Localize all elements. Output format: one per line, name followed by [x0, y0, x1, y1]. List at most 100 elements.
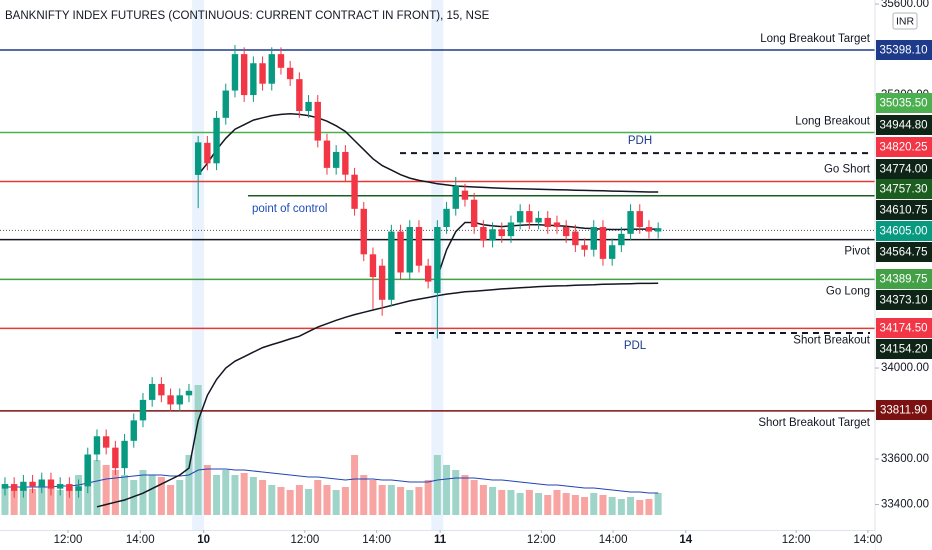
volume-bar — [562, 493, 570, 515]
price-box — [876, 200, 932, 220]
x-tick-label: 14:00 — [599, 534, 628, 546]
y-tick-label: 35600.00 — [881, 0, 929, 10]
volume-bar — [489, 487, 497, 515]
price-box-label: 34757.30 — [880, 184, 928, 196]
candle-body — [10, 484, 18, 491]
volume-bar — [535, 493, 543, 515]
volume-bar — [369, 480, 377, 515]
candle-body — [342, 151, 349, 175]
x-tick-label: 10 — [197, 534, 210, 546]
candle-body — [443, 208, 450, 228]
currency-box — [892, 12, 918, 30]
volume-bar — [240, 473, 248, 515]
volume-bar — [56, 490, 64, 515]
candle-body — [332, 151, 340, 168]
price-box — [876, 269, 932, 289]
price-box — [876, 159, 932, 179]
currency-label: INR — [896, 15, 915, 27]
volume-bar — [111, 470, 119, 515]
price-box — [876, 93, 932, 113]
candle-body — [185, 390, 193, 396]
volume-bar — [590, 493, 598, 515]
candle-body — [572, 231, 579, 246]
price-box-label: 34373.10 — [880, 295, 928, 307]
x-tick-label: 12:00 — [782, 534, 811, 546]
candle-body — [112, 447, 119, 469]
volume-bar — [415, 487, 423, 515]
volume-bar — [93, 460, 101, 515]
volume-bar — [38, 485, 46, 515]
volume-bar — [194, 385, 202, 515]
price-box — [876, 339, 932, 359]
volume-bar — [268, 485, 276, 515]
candle-body — [461, 190, 469, 200]
volume-bar — [102, 465, 110, 515]
x-tick-label: 12:00 — [527, 534, 556, 546]
level-label: Pivot — [844, 246, 870, 258]
volume-bar — [599, 495, 607, 515]
volume-bar — [167, 485, 175, 515]
y-tick-label: 34000.00 — [881, 362, 929, 374]
level-label: point of control — [252, 203, 327, 215]
volume-bar — [617, 499, 625, 515]
candle-body — [305, 101, 312, 112]
candle-body — [323, 140, 331, 168]
indicator-line — [96, 282, 659, 508]
candle-body — [397, 231, 404, 273]
volume-bar — [29, 489, 37, 515]
candle-body — [627, 211, 634, 234]
volume-bar — [323, 485, 331, 515]
volume-bar — [19, 487, 27, 515]
price-box-label: 34774.00 — [880, 164, 928, 176]
volume-bar — [222, 470, 230, 515]
level-label: PDL — [624, 340, 647, 352]
candle-body — [102, 436, 110, 448]
volume-bar — [203, 465, 211, 515]
volume-bar — [645, 499, 653, 515]
volume-bar — [1, 485, 9, 515]
candle-body — [388, 231, 395, 300]
volume-bar — [553, 490, 561, 515]
price-box-label: 34564.75 — [880, 247, 928, 259]
x-tick-label: 11 — [434, 534, 447, 546]
volume-bar — [213, 475, 221, 515]
price-box-label: 34610.75 — [880, 205, 928, 217]
volume-bar — [406, 490, 414, 515]
candle-body — [47, 479, 55, 489]
price-box — [876, 318, 932, 338]
candle-body — [314, 101, 321, 141]
candle-body — [84, 454, 91, 487]
volume-bar — [470, 480, 478, 515]
price-box-label: 34389.75 — [880, 274, 928, 286]
x-tick-label: 14:00 — [126, 534, 155, 546]
volume-bar — [121, 475, 129, 515]
volume-bar — [231, 475, 239, 515]
volume-bar — [351, 455, 359, 515]
candle-body — [406, 227, 413, 273]
candle-body — [176, 395, 183, 405]
volume-bar — [443, 465, 451, 515]
volume-bar — [636, 500, 644, 515]
candle-body — [121, 440, 128, 469]
candle-body — [618, 233, 625, 246]
candle-body — [581, 245, 588, 250]
volume-bar — [314, 480, 322, 515]
price-box-label: 34174.50 — [880, 323, 928, 335]
candle-body — [489, 229, 496, 241]
volume-bar — [461, 475, 469, 515]
y-tick-label: 33400.00 — [881, 499, 929, 511]
candle-body — [158, 383, 165, 396]
volume-bar — [10, 490, 18, 515]
volume-bar — [498, 490, 506, 515]
price-box — [876, 115, 932, 135]
candle-body — [222, 90, 229, 118]
price-box-label: 34605.00 — [880, 226, 928, 238]
volume-bar — [544, 495, 552, 515]
indicator-line — [197, 112, 659, 193]
candle-body — [452, 186, 459, 209]
price-box — [876, 179, 932, 199]
level-label: Long Breakout Target — [760, 33, 871, 45]
price-box-label: 34154.20 — [880, 344, 928, 356]
candle-body — [654, 228, 662, 232]
